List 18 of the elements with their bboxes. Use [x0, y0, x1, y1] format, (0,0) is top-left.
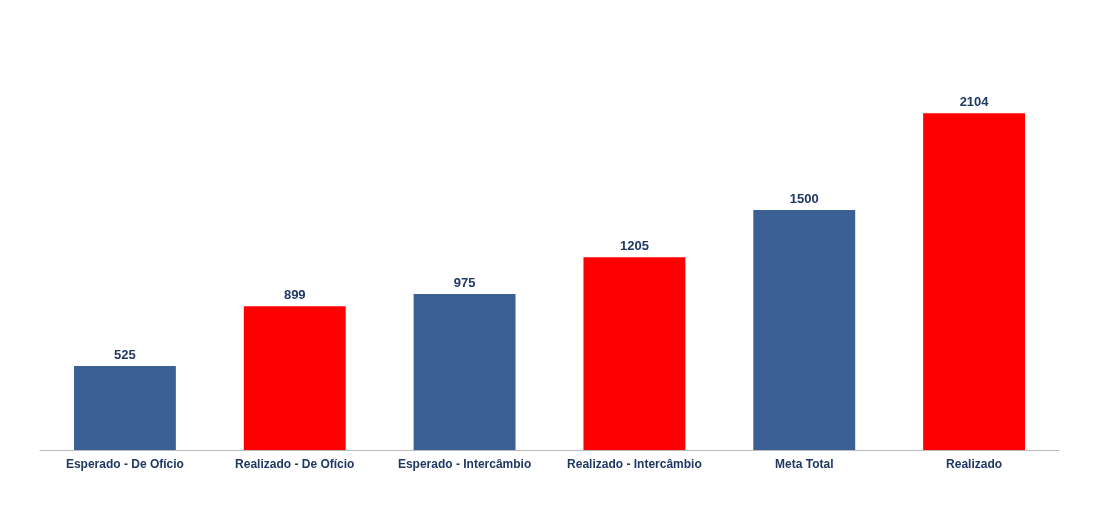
- bar: [583, 257, 686, 450]
- data-label: 2104: [959, 94, 990, 110]
- x-tick-label: Meta Total: [775, 457, 834, 471]
- bar: [923, 113, 1026, 450]
- x-tick-label: Realizado - Intercâmbio: [567, 457, 702, 471]
- bar: [73, 366, 176, 450]
- data-label: 1500: [789, 191, 819, 206]
- bar: [243, 306, 346, 450]
- bar: [753, 210, 856, 450]
- data-label: 1205: [619, 238, 649, 254]
- x-tick-label: Esperado - De Ofício: [65, 457, 184, 471]
- x-tick-label: Realizado: [946, 457, 1003, 471]
- x-tick-label: Realizado - De Ofício: [235, 457, 355, 471]
- data-label: 975: [453, 275, 476, 290]
- x-tick-label: Esperado - Intercâmbio: [397, 457, 532, 471]
- data-label: 899: [283, 287, 306, 303]
- bar: [413, 294, 516, 450]
- data-label: 525: [114, 347, 136, 362]
